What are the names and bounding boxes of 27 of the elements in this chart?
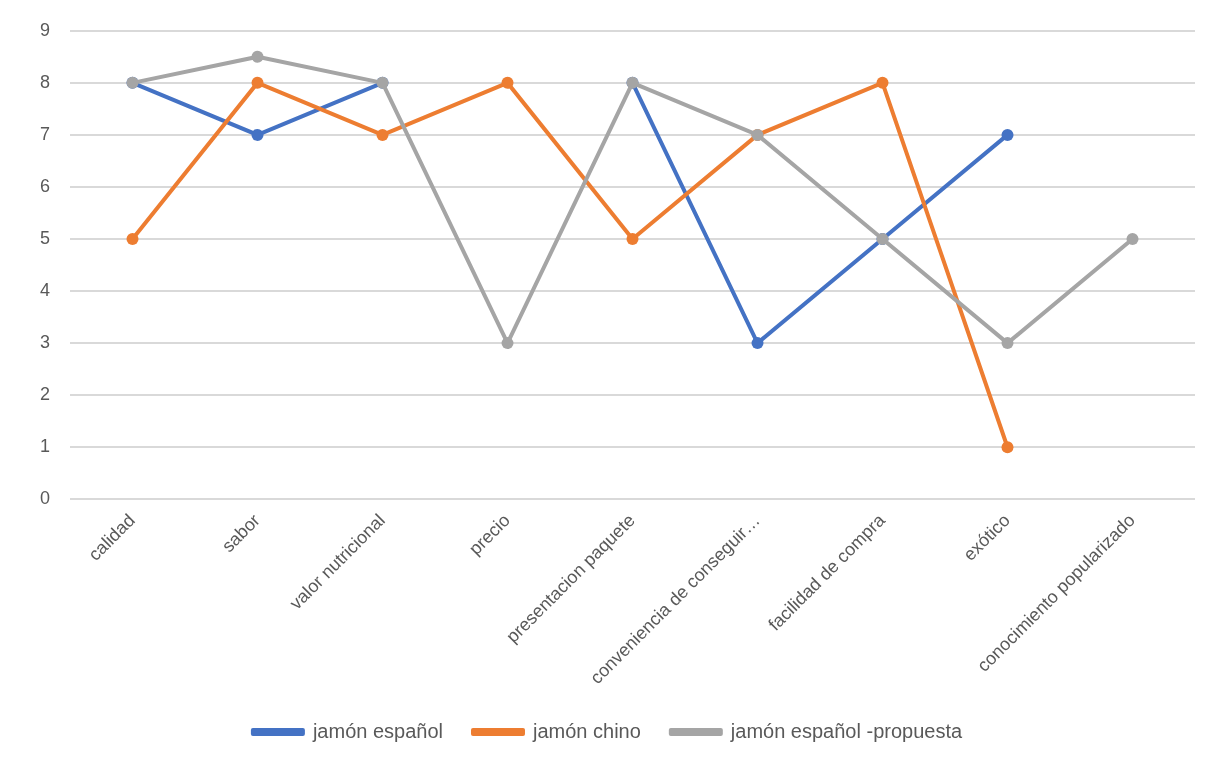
y-tick-label: 9 xyxy=(40,19,51,40)
point xyxy=(876,76,889,89)
point xyxy=(251,50,264,63)
point xyxy=(1126,233,1139,246)
point xyxy=(1001,128,1014,141)
point xyxy=(1001,337,1014,350)
point xyxy=(126,233,139,246)
point xyxy=(751,337,764,350)
point xyxy=(626,233,639,246)
point xyxy=(251,128,264,141)
point xyxy=(376,128,389,141)
point xyxy=(251,76,264,89)
y-tick-label: 1 xyxy=(40,436,51,457)
y-tick-label: 2 xyxy=(40,384,51,405)
y-tick-label: 5 xyxy=(40,227,51,248)
legend-label: jamón chino xyxy=(531,719,641,742)
y-tick-label: 8 xyxy=(40,71,51,92)
point xyxy=(1001,441,1014,454)
legend-label: jamón español xyxy=(311,719,443,742)
legend-label: jamón español -propuesta xyxy=(729,719,963,742)
point xyxy=(501,76,514,89)
y-tick-label: 7 xyxy=(40,123,51,144)
y-tick-label: 6 xyxy=(40,175,51,196)
point xyxy=(501,337,514,350)
y-tick-label: 4 xyxy=(40,280,51,301)
y-tick-label: 0 xyxy=(40,488,51,509)
y-tick-label: 3 xyxy=(40,332,51,353)
